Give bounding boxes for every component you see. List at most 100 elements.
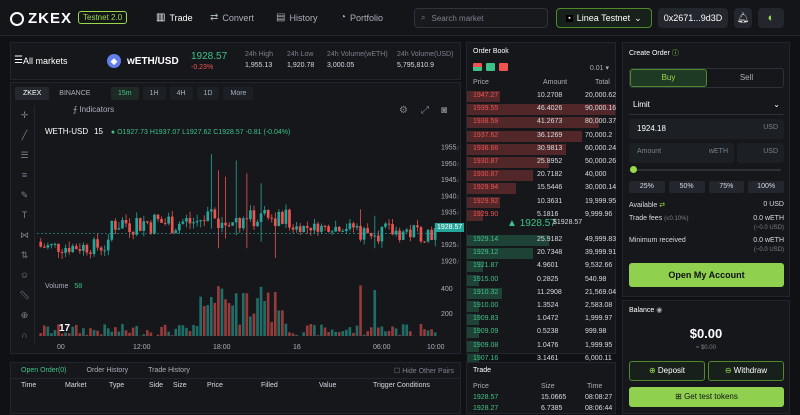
col-market: Market — [65, 382, 86, 389]
withdraw-button[interactable]: ⊖ Withdraw — [708, 361, 784, 381]
nav-convert[interactable]: ⇄Convert — [210, 12, 254, 23]
sell-tab[interactable]: Sell — [708, 69, 785, 87]
hlines-icon[interactable]: ☰ — [15, 145, 34, 165]
tf-15m[interactable]: 15m — [111, 87, 139, 100]
buy-tab[interactable]: Buy — [630, 69, 707, 87]
amount-slider[interactable] — [633, 169, 781, 171]
account-button[interactable]: 0x2671...9d3D — [658, 8, 728, 28]
bell-icon[interactable]: 🔔︎ — [734, 8, 752, 28]
volume-bar — [157, 335, 160, 336]
text-icon[interactable]: T — [15, 205, 34, 225]
candle-body — [366, 228, 369, 233]
pattern-icon[interactable]: ⋈ — [15, 225, 34, 245]
total-input[interactable]: USD — [737, 143, 784, 163]
candlestick-chart[interactable]: 1955.001950.001945.001940.001935.001930.… — [37, 101, 459, 351]
fib-icon[interactable]: ≡ — [15, 165, 34, 185]
chart-area[interactable]: 1955.001950.001945.001940.001935.001930.… — [37, 101, 459, 351]
zoom-icon[interactable]: ⊕ — [15, 305, 34, 325]
pct-75-button[interactable]: 75% — [709, 181, 745, 193]
theme-toggle-icon[interactable]: ◐ — [758, 8, 784, 28]
tab-trade-history[interactable]: Trade History — [138, 367, 200, 374]
volume-bar — [160, 327, 163, 336]
bid-amount: 11.2908 — [537, 289, 562, 296]
volume-bar — [274, 292, 277, 336]
view-bids-icon[interactable] — [486, 63, 495, 71]
candle-body — [373, 236, 376, 237]
hide-other-pairs-checkbox[interactable]: ☐ Hide Other Pairs — [394, 367, 454, 375]
chart-legend: WETH-USD 15 ● O1927.73 H1937.07 L1927.62… — [45, 127, 290, 136]
ask-amount: 30.9813 — [537, 145, 562, 152]
forecast-icon[interactable]: ⇅ — [15, 245, 34, 265]
eye-icon[interactable]: ◉ — [656, 307, 662, 314]
swap-icon[interactable]: ⇄ — [659, 202, 665, 209]
nav-history[interactable]: ▤History — [276, 12, 317, 23]
network-label: Linea Testnet — [577, 13, 630, 23]
trendline-icon[interactable]: ╱ — [15, 125, 34, 145]
tf-4h[interactable]: 4H — [170, 87, 193, 100]
tab-zkex[interactable]: ZKEX — [15, 87, 49, 100]
tf-1d[interactable]: 1D — [197, 87, 220, 100]
candle-body — [167, 217, 170, 224]
tf-1h[interactable]: 1H — [143, 87, 166, 100]
volume-bar — [50, 333, 53, 336]
menu-icon[interactable]: ☰ — [14, 55, 23, 66]
search-input[interactable]: ⌕Search market — [414, 8, 548, 28]
tab-binance[interactable]: BINANCE — [51, 87, 98, 100]
view-both-icon[interactable] — [473, 63, 482, 71]
magnet-icon[interactable]: ∩ — [15, 325, 34, 345]
candle-body — [224, 223, 227, 225]
pct-25-button[interactable]: 25% — [629, 181, 665, 193]
get-test-tokens-button[interactable]: ⊞ Get test tokens — [629, 387, 784, 407]
pct-100-button[interactable]: 100% — [748, 181, 784, 193]
info-icon[interactable]: ⓘ — [672, 50, 679, 57]
network-selector[interactable]: ▪Linea Testnet⌄ — [556, 8, 652, 28]
deposit-button[interactable]: ⊕ Deposit — [629, 361, 705, 381]
volume-bar — [150, 332, 153, 336]
candle-body — [338, 227, 341, 231]
tf-more[interactable]: More — [223, 87, 253, 100]
order-type-select[interactable]: Limit⌄ — [629, 95, 784, 115]
tab-open-orders[interactable]: Open Order(0) — [11, 367, 77, 374]
crosshair-icon[interactable]: ✛ — [15, 105, 34, 125]
bid-price: 1907.16 — [473, 355, 498, 362]
view-asks-icon[interactable] — [499, 63, 508, 71]
nav-portfolio[interactable]: ◔Portfolio — [340, 12, 383, 23]
volume-bar — [185, 328, 188, 336]
all-markets-button[interactable]: All markets — [23, 56, 68, 66]
slider-knob[interactable] — [630, 166, 637, 173]
emoji-icon[interactable]: ☺ — [15, 265, 34, 285]
bid-total: 2,583.08 — [585, 302, 612, 309]
logo[interactable]: ZKEX — [10, 10, 72, 27]
volume-bar — [238, 325, 241, 336]
pair-name[interactable]: wETH/USD — [127, 56, 179, 67]
nav-trade[interactable]: ▥Trade — [156, 12, 193, 23]
volume-bar — [100, 334, 103, 336]
precision-select[interactable]: 0.01 ▾ — [590, 64, 609, 72]
ruler-icon[interactable]: 📏︎ — [15, 285, 34, 305]
candle-body — [150, 222, 153, 233]
pct-50-button[interactable]: 50% — [669, 181, 705, 193]
tab-order-history[interactable]: Order History — [77, 367, 139, 374]
brush-icon[interactable]: ✎ — [15, 185, 34, 205]
open-account-button[interactable]: Open My Account — [629, 263, 784, 287]
